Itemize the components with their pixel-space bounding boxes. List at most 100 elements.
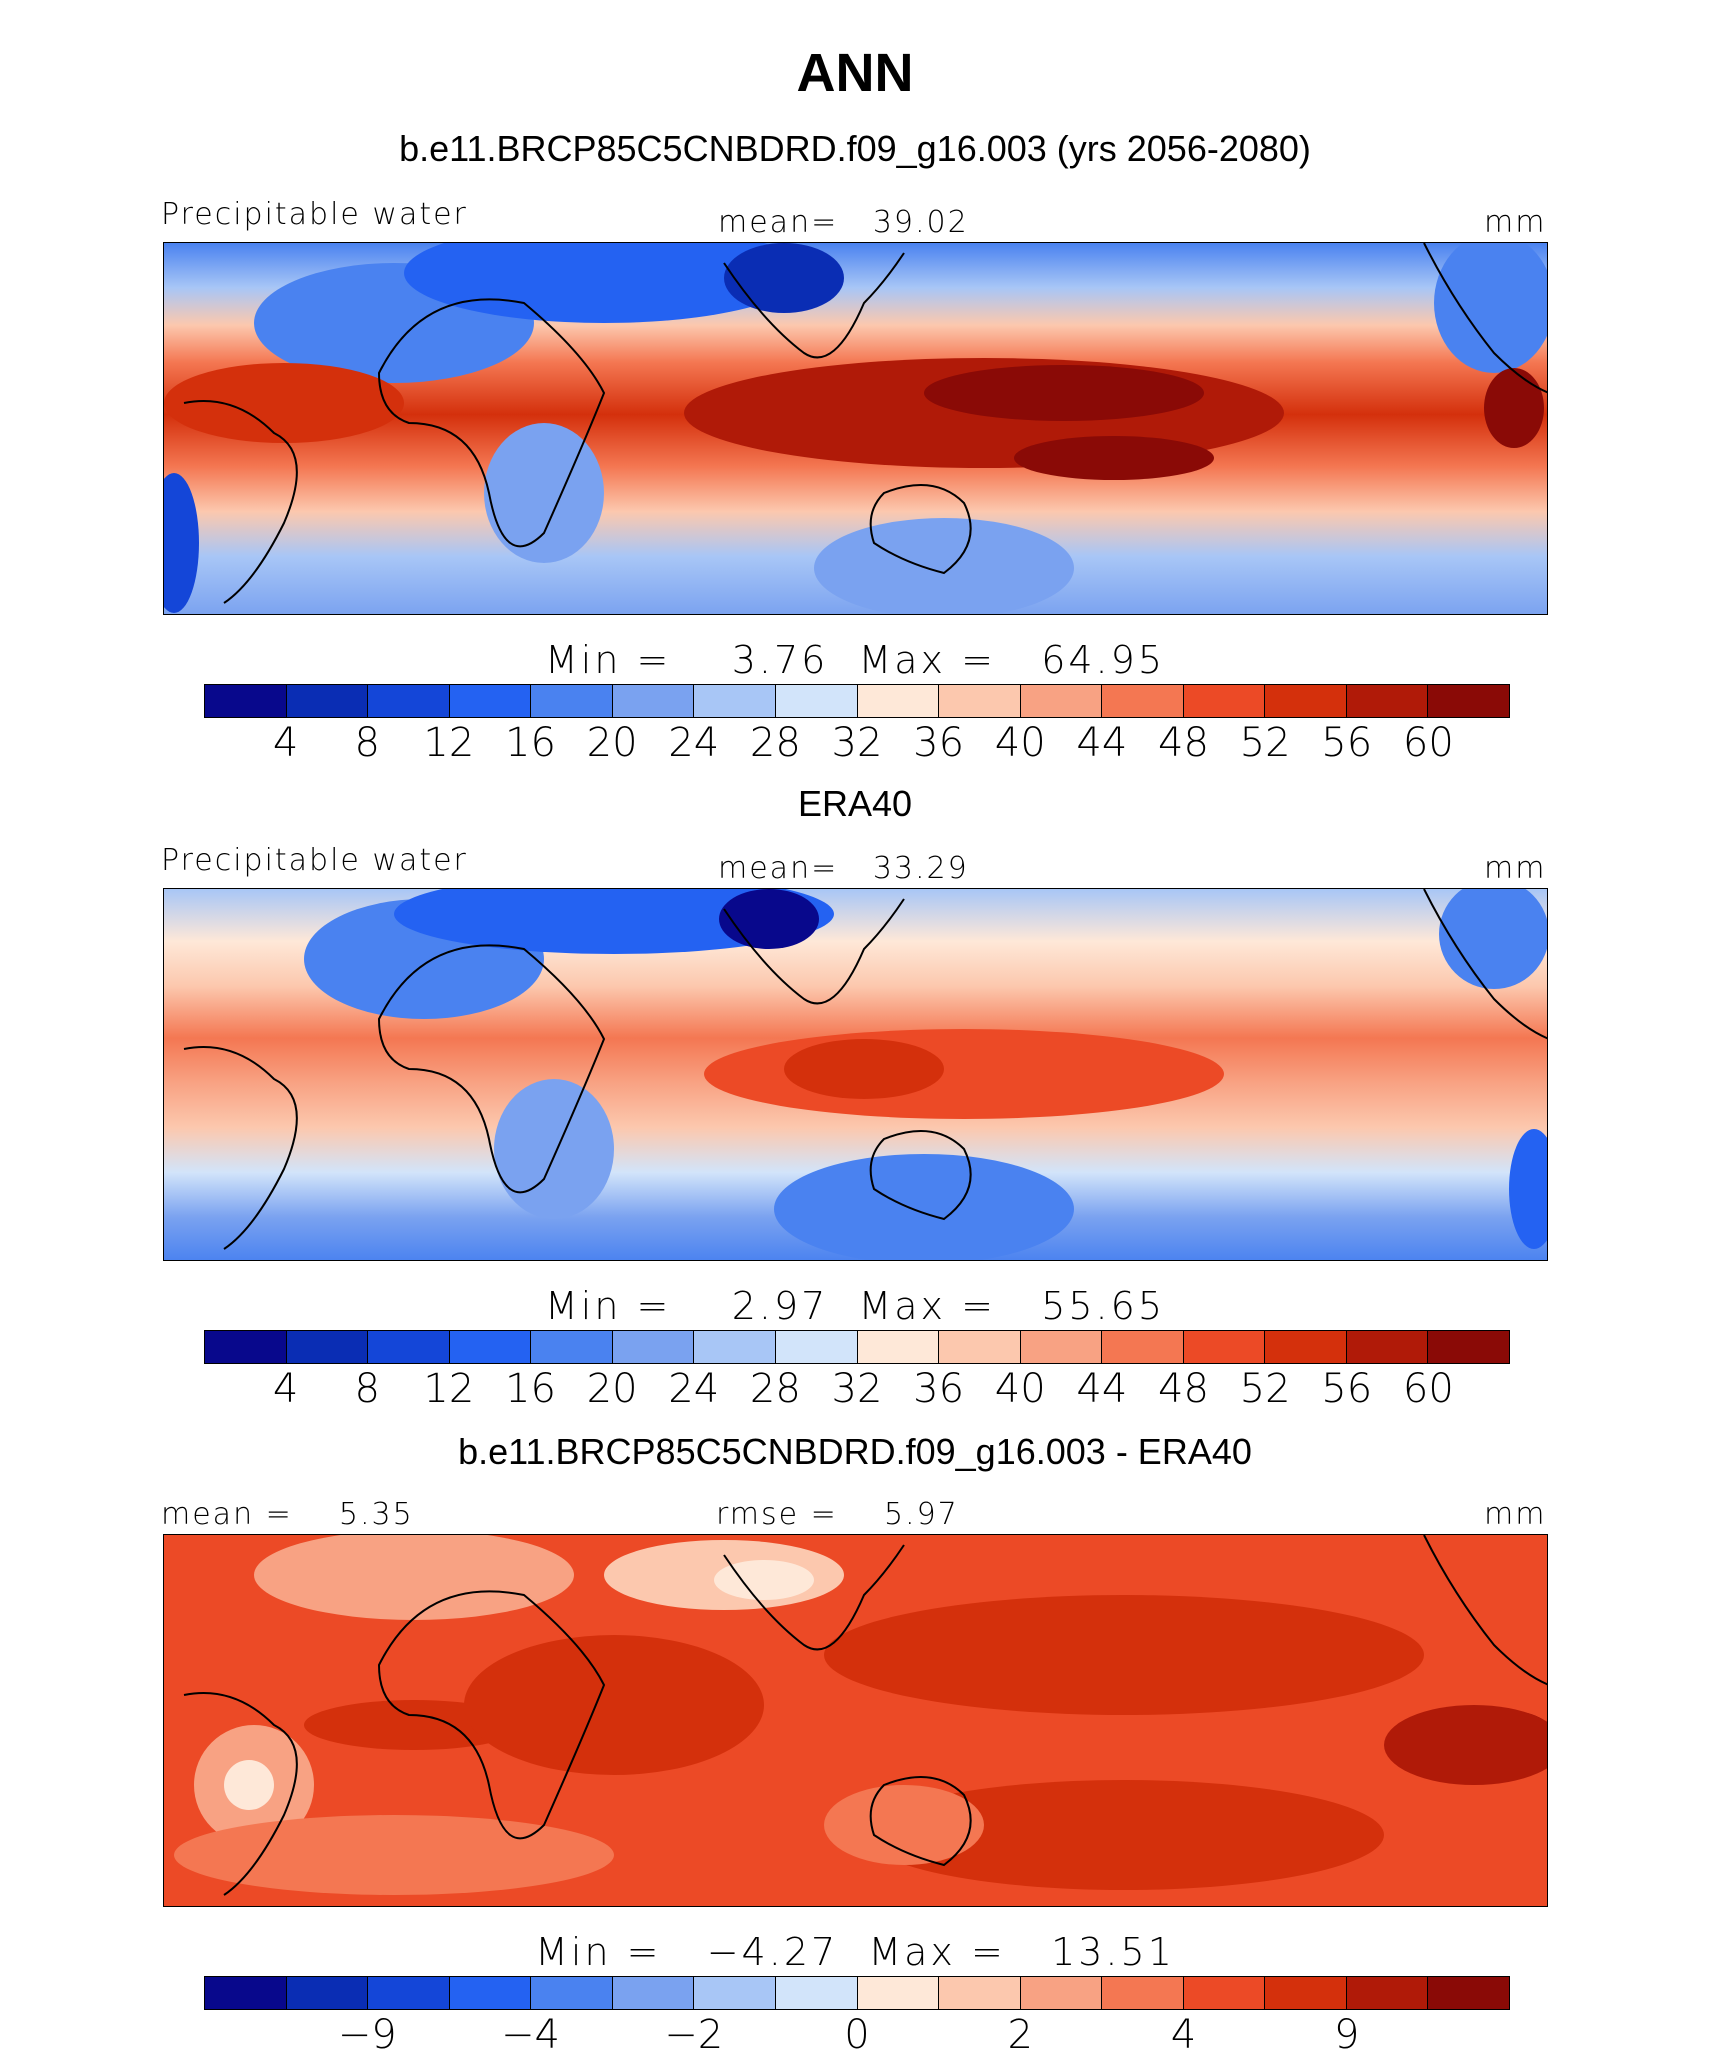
colorbar-swatch — [205, 1977, 287, 2009]
panel3-map — [163, 1534, 1548, 1907]
colorbar-tick-label: 0 — [844, 2012, 870, 2058]
colorbar-swatch — [612, 1977, 695, 2009]
colorbar-tick-label: −4 — [501, 2012, 560, 2058]
colorbar-tick-label: 16 — [505, 720, 556, 766]
colorbar-swatch — [1428, 685, 1509, 717]
colorbar-swatch — [205, 1331, 287, 1363]
colorbar-tick-label: 52 — [1239, 1366, 1291, 1412]
colorbar-tick-label: 20 — [586, 1366, 638, 1412]
panel1-variable-label: Precipitable water — [161, 197, 468, 232]
panel1-colorbar — [204, 684, 1510, 718]
colorbar-tick-label: 8 — [354, 720, 380, 766]
panel2-minmax: Min = 2.97 Max = 55.65 — [545, 1284, 1165, 1328]
colorbar-swatch — [1346, 1331, 1429, 1363]
colorbar-swatch — [1265, 685, 1347, 717]
colorbar-tick-label: 40 — [994, 1366, 1046, 1412]
colorbar-swatch — [1183, 1331, 1266, 1363]
colorbar-swatch — [775, 1331, 858, 1363]
colorbar-tick-label: 32 — [831, 720, 883, 766]
panel1-colorbar-labels: 4 8 12 16 20 24 28 32 36 40 44 48 52 56 60 — [0, 720, 1710, 766]
colorbar-swatch — [775, 685, 858, 717]
panel2-colorbar-labels: 4 8 12 16 20 24 28 32 36 40 44 48 52 56 60 — [0, 1366, 1710, 1412]
colorbar-swatch — [1020, 1331, 1103, 1363]
colorbar-swatch — [1265, 1977, 1347, 2009]
colorbar-swatch — [857, 1977, 940, 2009]
colorbar-swatch — [368, 1331, 450, 1363]
panel3-subtitle: b.e11.BRCP85C5CNBDRD.f09_g16.003 - ERA40 — [458, 1431, 1252, 1472]
colorbar-swatch — [1102, 1331, 1184, 1363]
colorbar-swatch — [286, 1977, 369, 2009]
colorbar-tick-label: 9 — [1334, 2012, 1360, 2058]
colorbar-tick-label: 24 — [668, 720, 720, 766]
colorbar-swatch — [449, 1977, 532, 2009]
panel3-mean-label: mean = 5.35 — [161, 1497, 414, 1532]
colorbar-swatch — [612, 685, 695, 717]
colorbar-swatch — [694, 1331, 776, 1363]
colorbar-tick-label: 8 — [354, 1366, 380, 1412]
colorbar-swatch — [531, 1977, 613, 2009]
colorbar-swatch — [694, 685, 776, 717]
colorbar-swatch — [1183, 1977, 1266, 2009]
colorbar-tick-label: 32 — [831, 1366, 883, 1412]
colorbar-tick-label: 4 — [1170, 2012, 1197, 2058]
colorbar-tick-label: 56 — [1321, 720, 1373, 766]
panel2-units: mm — [1484, 851, 1547, 886]
colorbar-swatch — [939, 1331, 1021, 1363]
colorbar-swatch — [1428, 1331, 1509, 1363]
colorbar-swatch — [1020, 685, 1103, 717]
panel1-units: mm — [1484, 205, 1547, 240]
colorbar-tick-label: 2 — [1007, 2012, 1033, 2058]
colorbar-swatch — [694, 1977, 776, 2009]
panel3-rmse-label: rmse = 5.97 — [716, 1497, 959, 1532]
colorbar-tick-label: 48 — [1158, 720, 1209, 766]
colorbar-tick-label: 16 — [505, 1366, 556, 1412]
colorbar-swatch — [1346, 1977, 1429, 2009]
colorbar-swatch — [368, 685, 450, 717]
colorbar-tick-label: 56 — [1321, 1366, 1373, 1412]
colorbar-swatch — [775, 1977, 858, 2009]
figure-title: ANN — [796, 43, 914, 103]
panel3-colorbar-labels: −9 −4 −2 0 2 4 9 — [0, 2012, 1710, 2058]
panel1-subtitle: b.e11.BRCP85C5CNBDRD.f09_g16.003 (yrs 20… — [399, 128, 1311, 169]
panel2-colorbar — [204, 1330, 1510, 1364]
panel3-colorbar — [204, 1976, 1510, 2010]
colorbar-swatch — [531, 685, 613, 717]
colorbar-swatch — [449, 1331, 532, 1363]
colorbar-tick-label: −9 — [337, 2012, 397, 2058]
panel1-minmax: Min = 3.76 Max = 64.95 — [545, 638, 1165, 682]
colorbar-swatch — [368, 1977, 450, 2009]
colorbar-swatch — [1428, 1977, 1509, 2009]
colorbar-tick-label: 60 — [1402, 1366, 1454, 1412]
colorbar-swatch — [449, 685, 532, 717]
colorbar-swatch — [205, 685, 287, 717]
colorbar-swatch — [286, 1331, 369, 1363]
colorbar-swatch — [1020, 1977, 1103, 2009]
colorbar-swatch — [612, 1331, 695, 1363]
colorbar-tick-label: 4 — [272, 1366, 299, 1412]
colorbar-swatch — [1102, 685, 1184, 717]
colorbar-tick-label: 40 — [994, 720, 1046, 766]
colorbar-tick-label: 12 — [423, 1366, 475, 1412]
colorbar-swatch — [939, 685, 1021, 717]
colorbar-tick-label: 24 — [668, 1366, 720, 1412]
colorbar-tick-label: 12 — [423, 720, 475, 766]
colorbar-tick-label: −2 — [664, 2012, 724, 2058]
colorbar-swatch — [1346, 685, 1429, 717]
colorbar-tick-label: 52 — [1239, 720, 1291, 766]
colorbar-swatch — [1265, 1331, 1347, 1363]
colorbar-swatch — [939, 1977, 1021, 2009]
panel2-variable-label: Precipitable water — [161, 843, 468, 878]
colorbar-tick-label: 36 — [913, 720, 965, 766]
colorbar-tick-label: 44 — [1076, 1366, 1128, 1412]
panel1-mean-label: mean= 39.02 — [718, 205, 969, 240]
panel2-map — [163, 888, 1548, 1261]
colorbar-tick-label: 44 — [1076, 720, 1128, 766]
colorbar-swatch — [857, 1331, 940, 1363]
panel2-mean-label: mean= 33.29 — [718, 851, 969, 886]
colorbar-tick-label: 36 — [913, 1366, 965, 1412]
colorbar-swatch — [286, 685, 369, 717]
colorbar-swatch — [531, 1331, 613, 1363]
colorbar-swatch — [1183, 685, 1266, 717]
panel3-units: mm — [1484, 1497, 1547, 1532]
colorbar-tick-label: 60 — [1402, 720, 1454, 766]
